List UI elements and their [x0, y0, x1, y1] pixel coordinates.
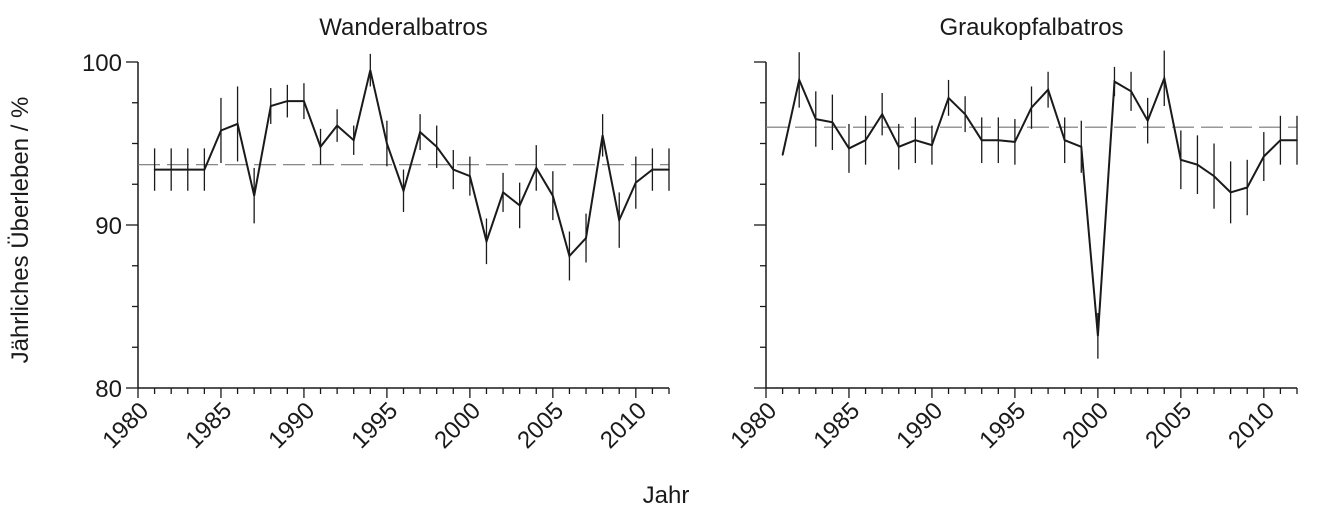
- data-point: [1080, 145, 1083, 148]
- data-point: [269, 105, 272, 107]
- x-tick-label: 2010: [595, 397, 652, 454]
- data-point: [1180, 159, 1182, 161]
- data-point: [947, 97, 950, 99]
- data-point: [535, 167, 538, 169]
- data-point: [352, 139, 355, 142]
- data-point: [1030, 106, 1033, 109]
- data-point: [170, 168, 172, 171]
- x-axis-label: Jahr: [643, 482, 690, 508]
- y-tick-label: 80: [95, 376, 122, 403]
- data-point: [203, 168, 206, 171]
- x-tick-label: 1980: [725, 397, 782, 454]
- data-point: [964, 113, 966, 115]
- data-point: [303, 100, 305, 102]
- data-point: [319, 145, 322, 148]
- data-point: [1047, 88, 1049, 91]
- data-point: [153, 168, 156, 171]
- data-point: [897, 145, 900, 148]
- data-point: [336, 124, 338, 127]
- y-tick-label: 100: [82, 50, 122, 77]
- data-point: [1246, 186, 1249, 189]
- data-point: [1279, 139, 1282, 142]
- data-point: [668, 168, 670, 171]
- series-line: [781, 74, 1297, 336]
- x-tick-label: 1985: [808, 397, 865, 454]
- data-point: [485, 240, 488, 243]
- data-point: [1113, 80, 1116, 83]
- data-point: [585, 237, 587, 239]
- data-point: [402, 189, 405, 192]
- data-point: [552, 194, 554, 197]
- x-tick-label: 2005: [512, 397, 569, 454]
- data-point: [435, 145, 438, 148]
- data-point: [997, 139, 1000, 142]
- x-tick-label: 1990: [263, 397, 320, 454]
- x-tick-label: 2005: [1140, 397, 1197, 454]
- data-point: [452, 168, 455, 171]
- data-point: [914, 139, 917, 142]
- data-point: [1163, 77, 1166, 80]
- x-tick-label: 1995: [346, 397, 403, 454]
- x-tick-label: 2000: [429, 397, 486, 454]
- data-point: [502, 191, 504, 194]
- x-tick-label: 1985: [180, 397, 237, 454]
- data-point: [1097, 335, 1099, 337]
- data-point: [1146, 119, 1149, 122]
- data-point: [781, 154, 784, 156]
- chart-title: Wanderalbatros: [319, 14, 488, 41]
- data-point: [814, 118, 817, 120]
- y-axis-label: Jährliches Überleben / %: [7, 97, 34, 364]
- series-line: [154, 69, 669, 259]
- data-point: [286, 100, 289, 102]
- data-point: [881, 113, 883, 115]
- x-tick-label: 1990: [891, 397, 948, 454]
- data-point: [635, 181, 637, 184]
- x-tick-label: 2010: [1223, 397, 1280, 454]
- data-point: [618, 219, 621, 221]
- data-point: [1014, 141, 1016, 143]
- data-point: [469, 175, 471, 177]
- data-point: [831, 121, 834, 124]
- data-point: [864, 139, 867, 142]
- data-point: [386, 142, 388, 145]
- data-point: [568, 255, 571, 257]
- data-point: [601, 134, 604, 137]
- x-tick-label: 2000: [1057, 397, 1114, 454]
- y-tick-label: 90: [95, 213, 122, 240]
- x-tick-label: 1995: [974, 397, 1031, 454]
- data-point: [236, 123, 239, 125]
- data-point: [980, 139, 983, 142]
- data-point: [1296, 139, 1298, 142]
- chart-title: Graukopfalbatros: [939, 14, 1123, 41]
- data-point: [369, 69, 372, 71]
- data-point: [651, 168, 654, 171]
- data-point: [931, 144, 933, 146]
- data-point: [220, 129, 222, 132]
- data-point: [1196, 163, 1199, 166]
- data-point: [253, 194, 255, 197]
- data-point: [848, 147, 850, 150]
- data-point: [1130, 90, 1132, 93]
- data-point: [518, 204, 521, 207]
- data-point: [798, 79, 800, 81]
- data-point: [1229, 191, 1232, 194]
- chart-panel-graukopfalbatros: Graukopfalbatros 1980 1985 1990 1995 2000 2005…: [725, 14, 1298, 454]
- data-point: [419, 131, 421, 133]
- data-point: [186, 168, 189, 171]
- x-tick-label: 1980: [97, 397, 154, 454]
- data-point: [1213, 175, 1215, 177]
- data-point: [1263, 155, 1265, 158]
- data-point: [1063, 139, 1066, 142]
- chart-panel-wanderalbatros: Wanderalbatros 80 90 100 1980 1985 1990 1995 200…: [82, 14, 670, 454]
